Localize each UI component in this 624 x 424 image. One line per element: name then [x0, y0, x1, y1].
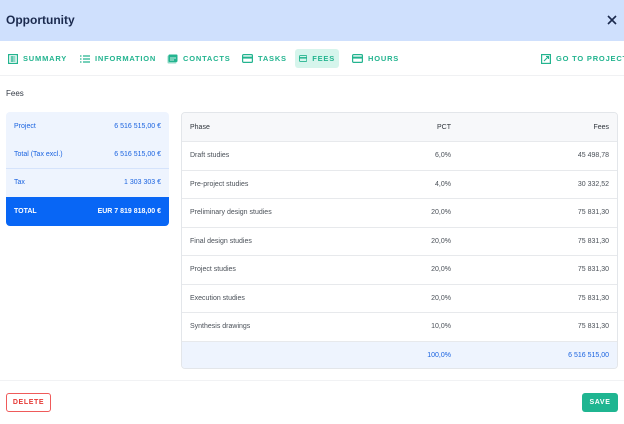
go-to-project-link[interactable]: GO TO PROJECT	[537, 49, 624, 68]
cell-phase: Execution studies	[190, 294, 245, 302]
cell-fees: 75 831,30	[577, 294, 609, 302]
summary-label: Project	[14, 122, 36, 130]
contacts-icon	[167, 54, 178, 63]
total-pct: 100,0%	[427, 351, 451, 359]
summary-row-tax: Tax 1 303 303 €	[6, 168, 169, 196]
cell-pct: 4,0%	[435, 180, 451, 188]
summary-label: Total (Tax excl.)	[14, 150, 63, 158]
tab-fees[interactable]: FEES	[295, 49, 339, 68]
summary-row-total: TOTAL EUR 7 819 818,00 €	[6, 197, 169, 226]
cell-fees: 75 831,30	[577, 237, 609, 245]
cell-pct: 20,0%	[431, 266, 451, 274]
summary-label: Tax	[14, 179, 25, 186]
delete-button[interactable]: DELETE	[6, 393, 51, 412]
cell-pct: 20,0%	[431, 209, 451, 217]
table-row[interactable]: Execution studies 20,0% 75 831,30	[182, 283, 617, 313]
total-value: EUR 7 819 818,00 €	[97, 208, 161, 215]
cell-fees: 75 831,30	[577, 209, 609, 217]
summary-value: 6 516 515,00 €	[114, 122, 161, 130]
table-row[interactable]: Project studies 20,0% 75 831,30	[182, 255, 617, 284]
column-header-phase: Phase	[190, 123, 210, 131]
total-fees: 6 516 515,00	[568, 351, 609, 359]
cell-phase: Final design studies	[190, 237, 252, 245]
cell-pct: 10,0%	[431, 323, 451, 331]
go-to-project-label: GO TO PROJECT	[556, 54, 624, 63]
dialog-title: Opportunity	[6, 13, 75, 27]
tab-label: SUMMARY	[23, 54, 68, 63]
card-icon	[352, 54, 363, 63]
tab-label: FEES	[312, 54, 335, 63]
list-icon	[80, 54, 90, 63]
close-button[interactable]	[605, 12, 619, 28]
tab-information[interactable]: INFORMATION	[76, 49, 160, 68]
cell-phase: Project studies	[190, 266, 236, 274]
card-icon	[299, 55, 308, 62]
section-title: Fees	[6, 89, 24, 98]
card-icon	[242, 54, 253, 63]
dialog-header: Opportunity	[0, 0, 624, 41]
cell-fees: 30 332,52	[577, 180, 609, 188]
table-row[interactable]: Draft studies 6,0% 45 498,78	[182, 141, 617, 170]
tab-label: TASKS	[258, 54, 287, 63]
cell-phase: Preliminary design studies	[190, 209, 272, 217]
summary-row-total-excl: Total (Tax excl.) 6 516 515,00 €	[6, 140, 169, 168]
table-footer-totals: 100,0% 6 516 515,00	[182, 340, 617, 368]
cell-fees: 45 498,78	[577, 152, 609, 160]
summary-row-project: Project 6 516 515,00 €	[6, 112, 169, 140]
footer-divider	[0, 380, 624, 381]
fees-summary-card: Project 6 516 515,00 € Total (Tax excl.)…	[6, 112, 169, 226]
cell-phase: Draft studies	[190, 152, 230, 160]
cell-phase: Synthesis drawings	[190, 323, 251, 331]
tab-label: HOURS	[368, 54, 400, 63]
cell-fees: 75 831,30	[577, 266, 609, 274]
cell-phase: Pre-project studies	[190, 180, 249, 188]
external-link-icon	[541, 53, 551, 64]
table-row[interactable]: Final design studies 20,0% 75 831,30	[182, 226, 617, 256]
fees-table: Phase PCT Fees Draft studies 6,0% 45 498…	[181, 112, 618, 369]
tab-contacts[interactable]: CONTACTS	[163, 49, 235, 68]
close-icon	[607, 15, 617, 25]
column-header-pct: PCT	[437, 123, 451, 131]
cell-pct: 20,0%	[431, 294, 451, 302]
cell-pct: 20,0%	[431, 237, 451, 245]
table-row[interactable]: Synthesis drawings 10,0% 75 831,30	[182, 312, 617, 341]
column-header-fees: Fees	[593, 123, 609, 131]
save-button[interactable]: SAVE	[582, 393, 618, 412]
tab-summary[interactable]: SUMMARY	[4, 49, 71, 68]
tab-label: INFORMATION	[95, 54, 157, 63]
tab-bar: SUMMARY INFORMATION CONTACTS TASKS FEES …	[0, 41, 624, 76]
table-header: Phase PCT Fees	[182, 113, 617, 141]
total-label: TOTAL	[14, 208, 37, 215]
tab-hours[interactable]: HOURS	[348, 49, 403, 68]
table-row[interactable]: Pre-project studies 4,0% 30 332,52	[182, 169, 617, 199]
summary-value: 6 516 515,00 €	[114, 150, 161, 158]
tab-tasks[interactable]: TASKS	[238, 49, 291, 68]
list-box-icon	[8, 53, 18, 64]
summary-value: 1 303 303 €	[124, 179, 161, 186]
cell-pct: 6,0%	[435, 152, 451, 160]
cell-fees: 75 831,30	[577, 323, 609, 331]
tab-label: CONTACTS	[183, 54, 231, 63]
table-row[interactable]: Preliminary design studies 20,0% 75 831,…	[182, 198, 617, 227]
